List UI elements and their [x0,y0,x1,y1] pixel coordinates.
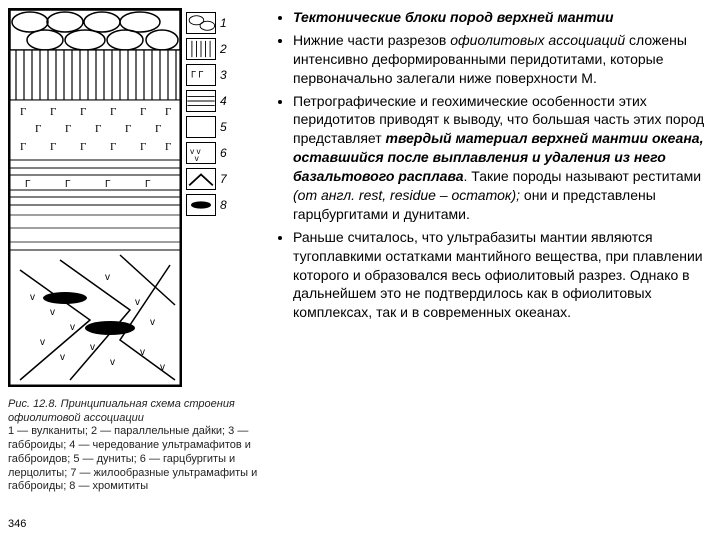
svg-text:v: v [40,337,45,348]
svg-text:v: v [135,297,140,308]
swatch-6: v vv [186,142,216,164]
svg-text:Г: Г [165,141,171,153]
svg-text:Г Г: Г Г [191,70,203,80]
text: Раньше считалось, что ультрабазиты манти… [293,229,703,321]
svg-text:Г: Г [65,179,71,190]
swatch-4 [186,90,216,112]
legend-item: 7 [186,168,227,190]
legend-item: 4 [186,90,227,112]
legend-num: 6 [220,145,227,161]
svg-text:v: v [160,362,165,373]
legend-num: 5 [220,119,227,135]
svg-text:v: v [105,272,110,283]
swatch-1 [186,12,216,34]
svg-text:Г: Г [105,179,111,190]
caption-body: 1 — вулканиты; 2 — параллельные дайки; 3… [8,425,257,492]
svg-text:Г: Г [50,106,56,118]
swatch-2 [186,38,216,60]
svg-text:Г: Г [155,123,161,135]
text-column: Тектонические блоки пород верхней мантии… [275,8,712,532]
text: Нижние части разрезов [293,32,450,48]
svg-text:Г: Г [25,179,31,190]
svg-text:Г: Г [20,106,26,118]
figure-caption: Рис. 12.8. Принципиальная схема стро­ени… [8,398,263,494]
svg-text:Г: Г [110,141,116,153]
title: Тектонические блоки пород верхней мантии [293,9,614,25]
svg-text:Г: Г [80,141,86,153]
left-column: ГГГГГГ ГГГГГ ГГГГГГ ГГГГ [8,8,263,532]
svg-text:v: v [30,292,35,303]
svg-text:v: v [60,352,65,363]
legend-num: 4 [220,93,227,109]
bullet-list: Тектонические блоки пород верхней мантии… [275,8,712,322]
svg-text:v: v [110,357,115,368]
swatch-8 [186,194,216,216]
page-number: 346 [8,517,263,532]
text: . Такие породы называют реститами [464,168,702,184]
svg-text:Г: Г [140,141,146,153]
legend-item: 8 [186,194,227,216]
legend-num: 7 [220,171,227,187]
svg-text:Г: Г [125,123,131,135]
legend-item: 2 [186,38,227,60]
list-item: Петрографические и геохимические особенн… [293,92,712,224]
svg-text:v: v [150,317,155,328]
figure: ГГГГГГ ГГГГГ ГГГГГГ ГГГГ [8,8,263,392]
svg-text:Г: Г [65,123,71,135]
svg-text:v: v [50,307,55,318]
svg-text:Г: Г [165,106,171,118]
svg-text:v: v [70,322,75,333]
svg-text:Г: Г [110,106,116,118]
swatch-5 [186,116,216,138]
text-it: (от англ. rest, residue – остаток); [293,187,520,203]
svg-text:Г: Г [20,141,26,153]
svg-text:Г: Г [95,123,101,135]
legend-num: 2 [220,41,227,57]
svg-text:Г: Г [80,106,86,118]
legend-item: Г Г 3 [186,64,227,86]
text-em: офиолитовых ассоциаций [450,32,625,48]
svg-text:v: v [140,347,145,358]
legend-num: 1 [220,15,227,31]
swatch-3: Г Г [186,64,216,86]
svg-text:v: v [90,342,95,353]
legend-item: 5 [186,116,227,138]
list-item: Раньше считалось, что ультрабазиты манти… [293,228,712,322]
svg-text:Г: Г [145,179,151,190]
legend-num: 8 [220,197,227,213]
svg-text:Г: Г [50,141,56,153]
list-item: Нижние части разрезов офиолитовых ассоци… [293,31,712,88]
cross-section-diagram: ГГГГГГ ГГГГГ ГГГГГГ ГГГГ [8,8,182,387]
legend-item: 1 [186,12,227,34]
legend-item: v vv 6 [186,142,227,164]
swatch-7 [186,168,216,190]
caption-label: Рис. 12.8. [8,398,58,410]
svg-text:Г: Г [140,106,146,118]
list-item: Тектонические блоки пород верхней мантии [293,8,712,27]
svg-text:Г: Г [35,123,41,135]
legend: 1 2 Г Г 3 4 5 v vv 6 [186,8,227,216]
legend-num: 3 [220,67,227,83]
